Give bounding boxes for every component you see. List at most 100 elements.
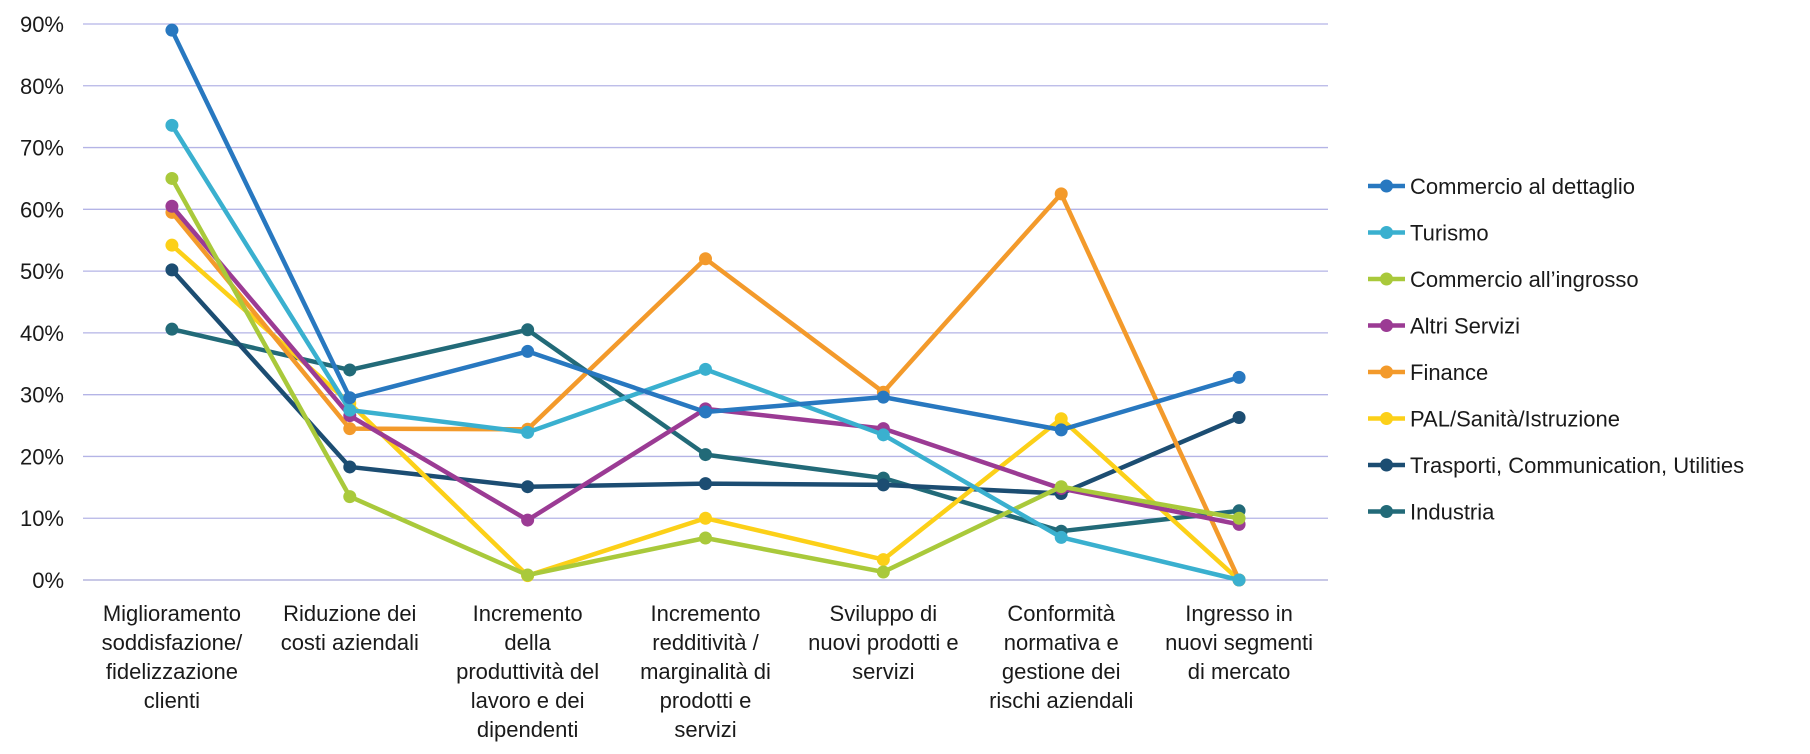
legend: Commercio al dettaglio Turismo Commercio a… — [1368, 174, 1744, 525]
y-tick-label: 90% — [20, 12, 64, 37]
legend-swatch-marker — [1380, 226, 1393, 239]
legend-item: Finance — [1368, 360, 1488, 385]
y-tick-label: 70% — [20, 136, 64, 161]
legend-swatch-marker — [1380, 412, 1393, 425]
data-point — [1054, 187, 1068, 201]
x-category-label-line: servizi — [674, 717, 736, 742]
data-point — [165, 322, 179, 336]
data-point — [1232, 573, 1246, 587]
x-category-label-line: Incremento — [650, 601, 760, 626]
y-tick-label: 40% — [20, 321, 64, 346]
legend-item: Commercio all’ingrosso — [1368, 267, 1639, 292]
data-point — [343, 460, 357, 474]
data-point — [165, 118, 179, 132]
y-tick-label: 0% — [32, 568, 64, 593]
legend-swatch-marker — [1380, 365, 1393, 379]
data-point — [699, 252, 712, 266]
x-category-label-line: produttività del — [456, 659, 599, 684]
legend-label: Turismo — [1410, 221, 1489, 246]
y-tick-label: 50% — [20, 259, 64, 284]
x-category-label-line: clienti — [144, 688, 200, 713]
data-point — [876, 390, 890, 404]
legend-swatch-marker — [1380, 179, 1393, 193]
y-tick-label: 10% — [20, 506, 64, 531]
legend-swatch-marker — [1380, 458, 1393, 472]
x-category-label-line: gestione dei — [1002, 659, 1121, 684]
legend-item: Commercio al dettaglio — [1368, 174, 1635, 199]
x-category-label-line: Ingresso in — [1185, 601, 1293, 626]
x-category-label-line: Incremento — [473, 601, 583, 626]
legend-label: Altri Servizi — [1410, 314, 1520, 339]
y-tick-label: 60% — [20, 197, 64, 222]
data-point — [165, 199, 179, 213]
y-axis-tick-labels: 0% 10% 20% 30% 40% 50% 60% 70% 80% 90% — [20, 12, 64, 593]
series-2 — [165, 171, 1246, 582]
x-category-label: Incremento redditività / marginalità di pro… — [640, 601, 771, 742]
data-point — [165, 171, 179, 185]
data-point — [343, 363, 357, 377]
data-point — [343, 490, 357, 504]
x-category-label-line: Conformità — [1007, 601, 1115, 626]
x-category-label-line: rischi aziendali — [989, 688, 1133, 713]
gridlines — [83, 23, 1328, 581]
data-point — [1054, 530, 1068, 544]
data-point — [343, 422, 357, 436]
data-point — [521, 425, 535, 439]
data-point — [1054, 423, 1068, 437]
data-point — [876, 553, 890, 567]
x-category-label-line: marginalità di — [640, 659, 771, 684]
data-point — [165, 23, 179, 37]
x-category-label: Miglioramento soddisfazione/fidelizzazion… — [102, 601, 244, 713]
data-point — [1054, 412, 1068, 426]
data-point — [521, 513, 535, 527]
legend-item: Trasporti, Communication, Utilities — [1368, 453, 1744, 478]
data-point — [1232, 370, 1246, 384]
data-point — [343, 391, 357, 405]
legend-label: Finance — [1410, 360, 1488, 385]
x-category-label-line: fidelizzazione — [106, 659, 238, 684]
x-category-label: Sviluppo di nuovi prodotti e servizi — [808, 601, 958, 684]
data-point — [343, 403, 357, 417]
legend-label: PAL/Sanità/Istruzione — [1410, 407, 1620, 432]
x-category-label-line: soddisfazione/ — [102, 630, 244, 655]
legend-swatch-marker — [1380, 272, 1393, 286]
x-category-label-line: Riduzione dei — [283, 601, 416, 626]
data-point — [699, 531, 712, 545]
data-point — [521, 568, 535, 582]
x-category-label-line: della — [504, 630, 551, 655]
x-category-label-line: dipendenti — [477, 717, 579, 742]
x-category-label: Conformità normativa e gestione dei rischi … — [989, 601, 1133, 713]
x-category-label: Incremento della produttività del lavoro e … — [456, 601, 599, 742]
x-category-label-line: prodotti e — [660, 688, 752, 713]
legend-item: Turismo — [1368, 221, 1489, 246]
x-category-label-line: normativa e — [1004, 630, 1119, 655]
x-category-label-line: nuovi prodotti e — [808, 630, 958, 655]
y-tick-label: 80% — [20, 74, 64, 99]
x-category-label: Ingresso in nuovi segmenti di mercato — [1165, 601, 1313, 684]
legend-label: Commercio al dettaglio — [1410, 174, 1635, 199]
data-point — [699, 511, 712, 525]
data-point — [876, 478, 890, 492]
x-category-label-line: costi aziendali — [281, 630, 419, 655]
data-point — [1232, 411, 1246, 425]
x-category-label-line: Miglioramento — [103, 601, 241, 626]
x-category-label: Riduzione dei costi aziendali — [281, 601, 419, 655]
x-category-label-line: nuovi segmenti — [1165, 630, 1313, 655]
x-axis-category-labels: Miglioramento soddisfazione/fidelizzazion… — [102, 601, 1313, 742]
data-point — [165, 238, 179, 252]
data-point — [699, 405, 712, 419]
x-category-label-line: redditività / — [652, 630, 759, 655]
data-point — [521, 480, 535, 494]
x-category-label-line: servizi — [852, 659, 914, 684]
legend-item: PAL/Sanità/Istruzione — [1368, 407, 1620, 432]
data-point — [165, 263, 179, 277]
legend-label: Trasporti, Communication, Utilities — [1410, 453, 1744, 478]
legend-item: Altri Servizi — [1368, 314, 1520, 339]
legend-swatch-marker — [1380, 319, 1393, 332]
series-1 — [165, 118, 1246, 587]
legend-label: Commercio all’ingrosso — [1410, 267, 1639, 292]
legend-label: Industria — [1410, 500, 1495, 525]
y-tick-label: 20% — [20, 444, 64, 469]
data-point — [876, 565, 890, 579]
